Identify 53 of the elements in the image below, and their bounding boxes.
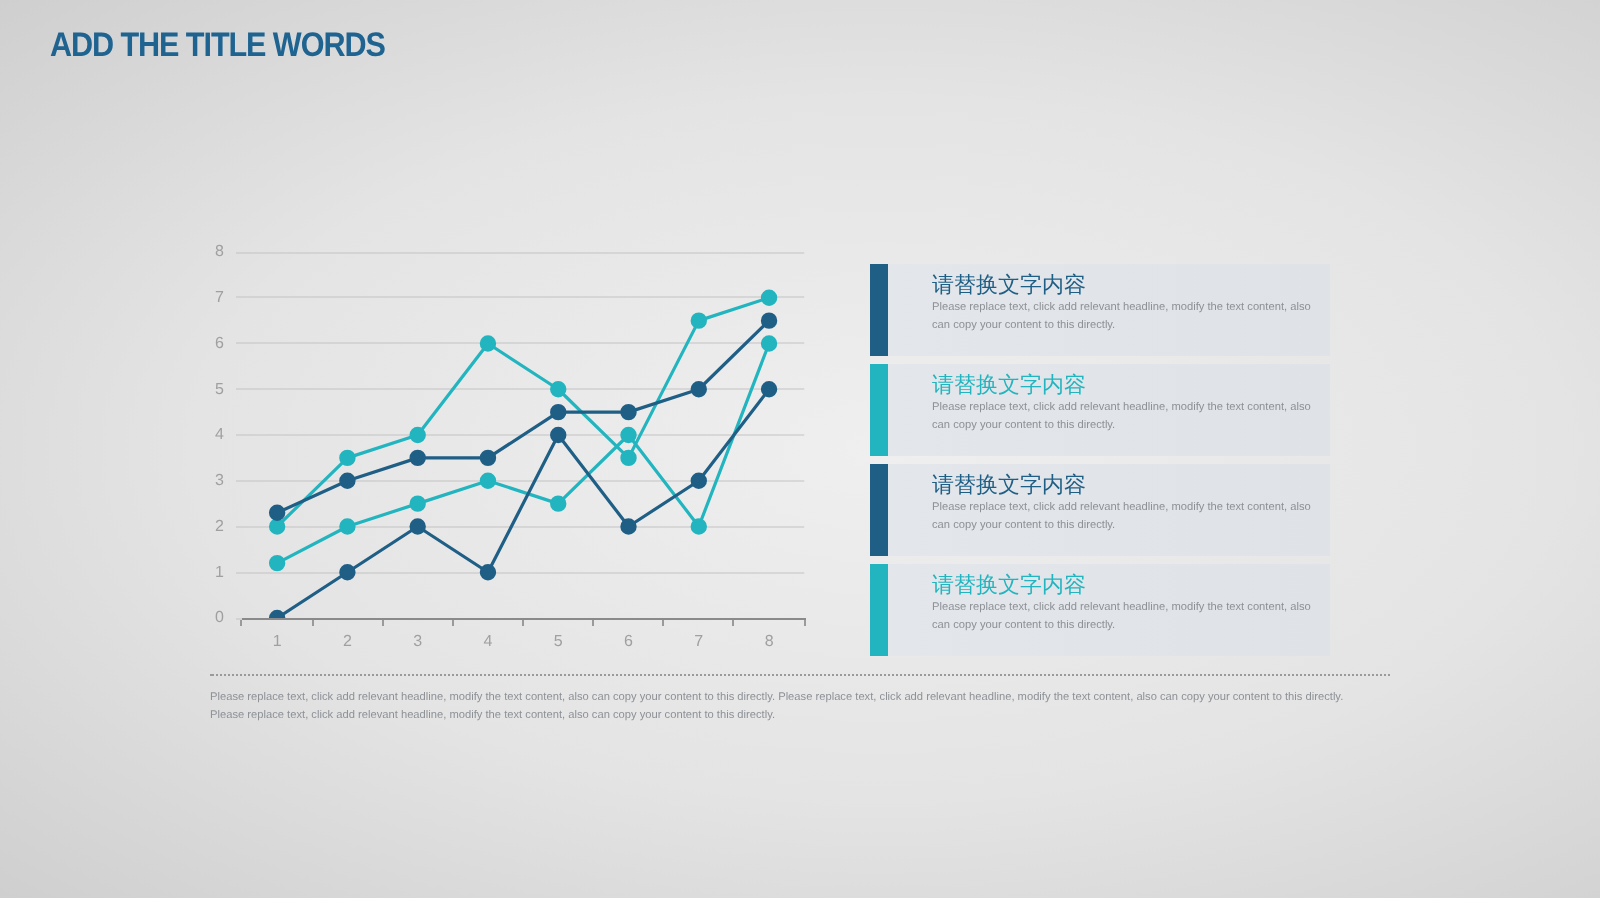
point [620, 518, 637, 535]
point [339, 518, 356, 535]
point [409, 518, 426, 535]
text: 请替换文字内容 [932, 370, 1086, 400]
point [690, 472, 707, 489]
point [409, 426, 426, 444]
y-tick-label: 5 [215, 379, 226, 398]
x-tick-label: 1 [272, 632, 283, 651]
point [690, 518, 707, 535]
point [690, 312, 707, 329]
text: 请替换文字内容 [932, 570, 1086, 600]
y-tick-label: 8 [215, 242, 226, 261]
x-tick-label: 4 [483, 632, 494, 651]
y-tick-label: 1 [215, 562, 226, 581]
x-tick-label: 6 [624, 632, 635, 651]
y-tick-label: 0 [215, 608, 226, 627]
point [620, 449, 637, 467]
point [479, 449, 497, 467]
point [268, 518, 286, 535]
point [760, 312, 778, 329]
point [550, 426, 567, 444]
point [550, 381, 567, 398]
x-tick-label: 7 [694, 632, 705, 651]
point [620, 426, 637, 444]
point [268, 554, 286, 572]
y-tick-label: 6 [215, 333, 226, 352]
text: 请替换文字内容 [932, 270, 1086, 300]
point [760, 335, 778, 352]
y-tick-label: 7 [215, 288, 226, 307]
point [409, 495, 426, 512]
y-tick-label: 2 [215, 516, 226, 535]
point [339, 472, 356, 489]
x-tick-label: 3 [413, 632, 424, 651]
point [479, 335, 497, 352]
point [339, 564, 356, 581]
chart-title: ADD THE TITLE WORDS [50, 26, 385, 66]
point [550, 495, 567, 512]
x-tick-label: 8 [764, 632, 775, 651]
point [409, 449, 426, 467]
point [479, 472, 497, 489]
point [479, 564, 497, 581]
y-tick-label: 4 [215, 425, 226, 444]
x-tick-label: 2 [342, 632, 353, 651]
point [760, 381, 778, 398]
point [339, 449, 356, 467]
point [268, 504, 286, 521]
point [620, 403, 637, 421]
point [550, 403, 567, 421]
y-tick-label: 3 [215, 471, 226, 490]
point [760, 289, 778, 306]
x-tick-label: 5 [553, 632, 564, 651]
point [690, 381, 707, 398]
text: 请替换文字内容 [932, 470, 1086, 500]
